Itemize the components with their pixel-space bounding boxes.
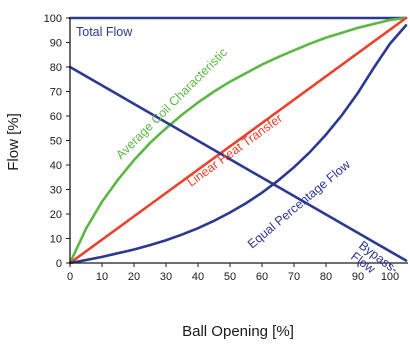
x-tick-label: 70: [288, 271, 300, 283]
curve-label-layer: Total Flow Average Coil CharacteristicLin…: [76, 25, 401, 277]
series-layer: [68, 16, 408, 265]
curve-label-linear: Linear Heat Transfer: [185, 111, 285, 189]
curve-label-coil: Average Coil Characteristic: [113, 45, 230, 162]
y-tick-label: 40: [50, 160, 62, 172]
x-tick-label: 10: [96, 271, 108, 283]
x-tick-label: 0: [67, 271, 73, 283]
y-tick-label: 30: [50, 185, 62, 197]
y-tick-label: 80: [50, 62, 62, 74]
x-tick-label: 80: [320, 271, 332, 283]
curve-label-total: Total Flow: [76, 25, 133, 39]
x-tick-label: 50: [224, 271, 236, 283]
x-tick-label: 100: [381, 271, 399, 283]
y-tick-label: 90: [50, 38, 62, 50]
x-tick-label: 20: [128, 271, 140, 283]
x-tick-label: 60: [256, 271, 268, 283]
y-axis-title: Flow [%]: [5, 113, 22, 171]
y-tick-label: 100: [44, 13, 62, 25]
x-tick-label: 40: [192, 271, 204, 283]
y-tick-label: 10: [50, 234, 62, 246]
y-tick-label: 70: [50, 87, 62, 99]
y-tick-label: 50: [50, 136, 62, 148]
series-linear-heat-transfer-line: [68, 16, 408, 265]
curve-label-equal: Equal Percentage Flow: [245, 157, 354, 251]
series-average-coil-characteristic-line: [68, 16, 408, 265]
x-axis-title: Ball Opening [%]: [182, 323, 294, 340]
y-tick-label: 20: [50, 209, 62, 221]
x-tick-label: 30: [160, 271, 172, 283]
x-tick-label: 90: [352, 271, 364, 283]
y-tick-label: 60: [50, 111, 62, 123]
series-equal-percentage-flow-line: [68, 24, 408, 265]
y-tick-label: 0: [56, 258, 62, 270]
series-bypass-flow-line: [68, 65, 408, 262]
tick-layer: 0 10 20 30 40 50 60 70 80 90 100 0 10 20 30 40 50 60 70 80 9…: [44, 13, 400, 283]
